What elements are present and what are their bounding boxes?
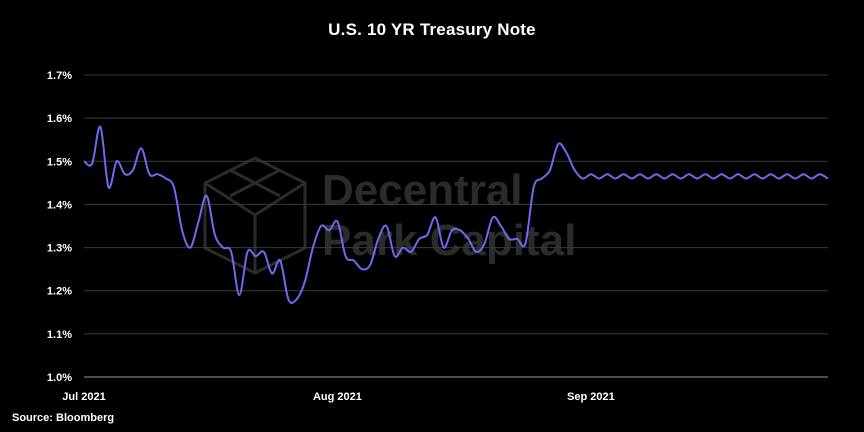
y-tick-label: 1.7% <box>47 70 72 82</box>
y-tick-label: 1.0% <box>47 372 72 384</box>
y-tick-label: 1.1% <box>47 329 72 341</box>
y-tick-label: 1.4% <box>47 199 72 211</box>
x-tick-label: Sep 2021 <box>567 391 615 403</box>
y-tick-label: 1.2% <box>47 286 72 298</box>
y-axis-ticks: 1.0% 1.1% 1.2% 1.3% 1.4% 1.5% 1.6% 1.7% <box>47 70 72 384</box>
y-tick-label: 1.3% <box>47 243 72 255</box>
watermark: Decentral Park Capital <box>203 156 576 275</box>
watermark-logo-icon <box>203 156 307 275</box>
chart-title: U.S. 10 YR Treasury Note <box>328 20 536 39</box>
x-tick-label: Jul 2021 <box>62 391 105 403</box>
series-line <box>83 125 829 304</box>
source-note: Source: Bloomberg <box>12 412 115 424</box>
y-tick-label: 1.6% <box>47 113 72 125</box>
x-tick-label: Aug 2021 <box>313 391 362 403</box>
x-axis-ticks: Jul 2021 Aug 2021 Sep 2021 <box>62 391 614 403</box>
grid-lines <box>84 74 828 335</box>
y-tick-label: 1.5% <box>47 156 72 168</box>
watermark-line-1: Decentral <box>322 166 523 215</box>
watermark-line-2: Park Capital <box>322 216 576 265</box>
